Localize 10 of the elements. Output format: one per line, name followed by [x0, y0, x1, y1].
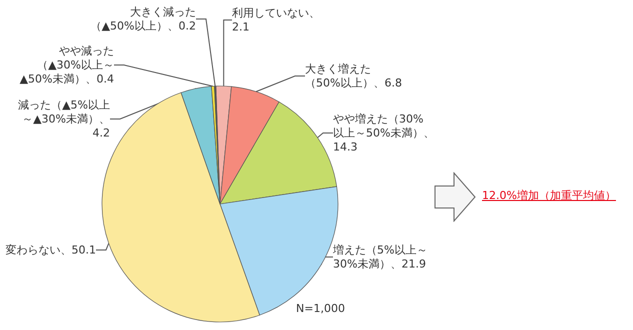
slice-label: 大きく増えた（50%以上）、6.8: [305, 62, 402, 90]
slice-label: 増えた（5%以上～30%未満）、21.9: [332, 244, 428, 270]
text: N=1,000: [296, 302, 345, 315]
slice-label: やや減った（▲30%以上～▲50%未満）、0.4: [20, 44, 114, 86]
text: 12.0%増加（加重平均値）: [482, 188, 616, 203]
slice-label: 減った（▲5%以上～▲30%未満）、4.2: [18, 98, 110, 140]
slice-label: 利用していない、2.1: [232, 6, 320, 34]
slice-label: 変わらない、50.1: [6, 244, 96, 256]
slice-label: 大きく減った（▲50%以上）、0.2: [90, 6, 196, 32]
slice-label: やや増えた（30%以上～50%未満）、14.3: [333, 112, 434, 154]
